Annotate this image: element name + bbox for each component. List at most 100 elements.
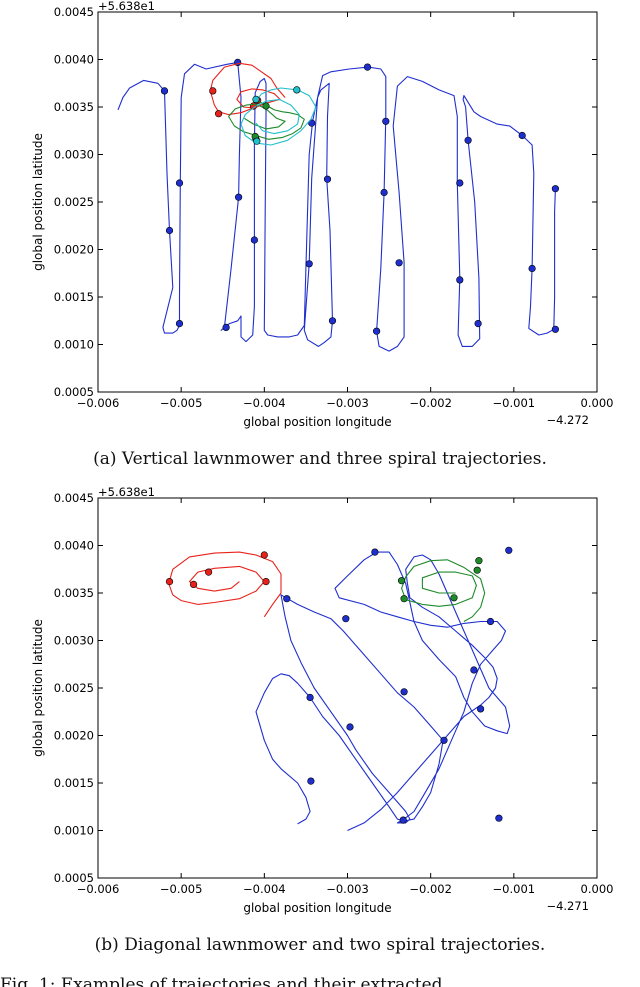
chart-b-series-2-line xyxy=(401,559,486,622)
chart-a-series-0-point xyxy=(373,327,381,335)
chart-b-series-1-point xyxy=(260,551,268,559)
chart-a-ytick-label: 0.0025 xyxy=(54,195,94,209)
chart-a-series-0-point xyxy=(328,317,337,325)
chart-b-series-0-point xyxy=(399,816,407,824)
chart-a-series-1-point xyxy=(215,110,223,118)
caption-a: (a) Vertical lawnmower and three spiral … xyxy=(93,449,547,469)
chart-a-series-0-point xyxy=(474,320,482,328)
chart-a-ytick-label: 0.0010 xyxy=(54,338,94,352)
chart-b-series-0-point xyxy=(346,723,354,731)
chart-a-y-offset-label: +5.638e1 xyxy=(98,0,155,13)
chart-a-series-0-point xyxy=(250,236,258,244)
chart-b-series-0-point xyxy=(440,736,448,744)
chart-a-series-0-point xyxy=(160,87,169,95)
chart-a-ytick-label: 0.0005 xyxy=(54,385,94,399)
chart-a-series-0-point xyxy=(382,117,390,125)
chart-b-series-2-point xyxy=(400,595,408,603)
chart-b-ytick-label: 0.0025 xyxy=(54,681,94,695)
chart-a-plot-frame xyxy=(97,11,598,393)
chart-a-xtick-label: −0.004 xyxy=(243,396,286,410)
chart-a-x-offset-label: −4.272 xyxy=(546,413,589,427)
chart-a-series-0-point xyxy=(165,226,174,235)
chart-b-xtick-label: −0.002 xyxy=(409,882,452,896)
chart-b-series-0-point xyxy=(470,666,478,674)
chart-a-ytick-label: 0.0040 xyxy=(54,53,94,67)
chart-a-series-3-point xyxy=(253,137,261,145)
chart-b-xtick-label: −0.001 xyxy=(493,882,536,896)
chart-a-series-0-point xyxy=(175,179,184,187)
chart-a-ytick-label: 0.0015 xyxy=(54,290,94,304)
figure-caption: Fig. 1: Examples of trajectories and the… xyxy=(0,975,443,987)
chart-a-series-0-point xyxy=(551,185,560,193)
chart-b-ytick-label: 0.0020 xyxy=(54,729,94,743)
chart-b-series-2-point xyxy=(450,594,458,602)
chart-a-series-0-point xyxy=(323,175,332,183)
chart-a-xtick-label: −0.005 xyxy=(160,396,203,410)
chart-b-series-0-point xyxy=(283,595,291,603)
chart-a-ytick-label: 0.0035 xyxy=(54,100,94,114)
chart-b-ylabel: global position latitude xyxy=(31,619,45,757)
chart-a-series-0-point xyxy=(222,323,230,332)
chart-a-series-0-line xyxy=(117,61,556,352)
chart-a-series-0-point xyxy=(464,136,472,144)
chart-a-ytick-label: 0.0020 xyxy=(54,243,94,257)
chart-a-series-0-point xyxy=(363,63,372,71)
chart-a-ylabel: global position latitude xyxy=(31,133,45,271)
chart-b-series-0-point xyxy=(307,777,315,785)
chart-a-xtick-label: −0.001 xyxy=(493,396,536,410)
chart-b-series-1-point xyxy=(262,577,270,586)
chart-b-series-0-line xyxy=(255,551,511,832)
chart-a-series-0-point xyxy=(235,193,243,201)
chart-a-xtick-label: −0.002 xyxy=(409,396,452,410)
chart-a-series-0-point xyxy=(518,131,526,140)
chart-a-series-3-point xyxy=(293,86,301,94)
chart-b-series-0-point xyxy=(342,615,350,623)
chart-b-ytick-label: 0.0010 xyxy=(54,824,94,838)
chart-b-series-1-point xyxy=(205,568,213,576)
chart-b-series-0-point xyxy=(505,546,513,554)
chart-b-series-1-point xyxy=(190,580,198,588)
chart-a-xlabel: global position longitude xyxy=(243,415,391,429)
chart-b-series-0-point xyxy=(306,693,314,702)
chart-b-xtick-label: 0.000 xyxy=(581,882,614,896)
chart-b-series-0-point xyxy=(477,705,485,713)
chart-b-ytick-label: 0.0015 xyxy=(54,776,94,790)
chart-a-xtick-label: −0.006 xyxy=(77,396,120,410)
chart-a-ytick-label: 0.0045 xyxy=(54,5,94,19)
chart-b-ytick-label: 0.0040 xyxy=(54,539,94,553)
chart-b-xtick-label: −0.003 xyxy=(326,882,369,896)
chart-b-series-0-point xyxy=(495,814,503,822)
chart-b-x-offset-label: −4.271 xyxy=(546,899,589,913)
chart-a-series-3-point xyxy=(252,95,260,103)
chart-a-series-1-point xyxy=(209,87,217,95)
chart-a-series-0-point xyxy=(456,276,464,284)
chart-b-xtick-label: −0.004 xyxy=(243,882,286,896)
caption-b: (b) Diagonal lawnmower and two spiral tr… xyxy=(94,935,546,955)
chart-b-ytick-label: 0.0005 xyxy=(54,871,94,885)
chart-b-xtick-label: −0.006 xyxy=(77,882,120,896)
chart-a-series-0-point xyxy=(551,325,560,333)
chart-b-series-0-point xyxy=(400,688,408,696)
chart-a-ytick-label: 0.0030 xyxy=(54,148,94,162)
chart-b-y-offset-label: +5.638e1 xyxy=(98,486,155,499)
chart-a-series-0-point xyxy=(528,264,536,273)
chart-a-series-0-point xyxy=(456,179,464,187)
chart-a-series-0-point xyxy=(175,320,184,328)
chart-a-series-2-point xyxy=(262,102,270,110)
chart-a-series-0-point xyxy=(380,188,388,197)
chart-b-series-0-point xyxy=(371,548,379,556)
chart-b-xlabel: global position longitude xyxy=(243,901,391,915)
chart-b-series-1-line xyxy=(168,551,282,618)
chart-b-series-2-point xyxy=(473,566,481,574)
chart-a-xtick-label: −0.003 xyxy=(326,396,369,410)
chart-a-svg: −0.006 −0.005 −0.004 −0.003 −0.002 −0.001 0.00… xyxy=(31,0,613,429)
chart-b-series-2-point xyxy=(398,577,406,585)
chart-a-series-0-point xyxy=(305,260,313,268)
chart-b-series-2-point xyxy=(475,557,483,565)
chart-a-series-0-point xyxy=(308,119,316,127)
chart-b-svg: −0.006 −0.005 −0.004 −0.003 −0.002 −0.001 0.00… xyxy=(31,486,614,915)
chart-a-series-0-point xyxy=(395,259,403,267)
chart-b-series-0-point xyxy=(486,617,495,626)
chart-a: −0.006 −0.005 −0.004 −0.003 −0.002 −0.001 0.00… xyxy=(0,0,640,440)
chart-b-ytick-label: 0.0045 xyxy=(54,491,94,505)
